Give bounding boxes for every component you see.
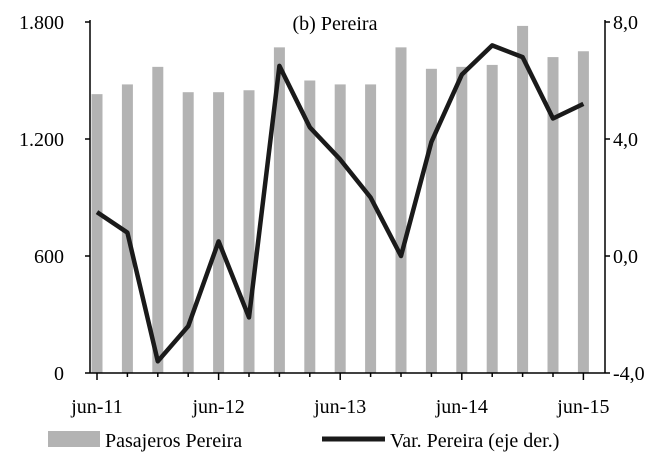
bar-sep-12 bbox=[243, 90, 255, 373]
x-axis-ticks: jun-11 jun-12 jun-13 jun-14 jun-15 bbox=[70, 373, 610, 418]
bar-jun-12 bbox=[213, 92, 225, 373]
bar-jun-14 bbox=[456, 66, 468, 373]
legend-swatch-bars bbox=[48, 431, 100, 447]
right-tick-label: -4,0 bbox=[613, 363, 645, 385]
left-axis-ticks: 0 600 1.200 1.800 bbox=[19, 12, 90, 385]
bar-jun-15 bbox=[577, 51, 589, 373]
axes bbox=[89, 20, 606, 374]
left-tick-label: 1.800 bbox=[19, 12, 64, 34]
x-tick-label: jun-14 bbox=[435, 396, 488, 418]
legend: Pasajeros Pereira Var. Pereira (eje der.… bbox=[48, 430, 559, 452]
right-tick-label: 0,0 bbox=[613, 246, 638, 268]
bar-dic-12 bbox=[273, 47, 285, 373]
left-tick-label: 600 bbox=[34, 246, 64, 268]
bar-dic-11 bbox=[152, 66, 164, 373]
line-series bbox=[95, 43, 585, 364]
x-tick-label: jun-15 bbox=[556, 396, 609, 418]
left-tick-label: 0 bbox=[54, 363, 64, 385]
bar-series bbox=[91, 25, 589, 374]
right-axis-ticks: -4,0 0,0 4,0 8,0 bbox=[605, 12, 645, 385]
right-tick-label: 4,0 bbox=[613, 129, 638, 151]
bar-jun-11 bbox=[91, 94, 103, 374]
left-tick-label: 1.200 bbox=[19, 129, 64, 151]
bar-mar-12 bbox=[182, 92, 194, 373]
bar-jun-13 bbox=[334, 84, 346, 374]
x-tick-label: jun-12 bbox=[191, 396, 244, 418]
x-tick-label: jun-13 bbox=[313, 396, 366, 418]
bar-dic-13 bbox=[395, 47, 407, 373]
legend-label-bars: Pasajeros Pereira bbox=[105, 430, 242, 452]
legend-label-line: Var. Pereira (eje der.) bbox=[390, 430, 559, 452]
bar-dic-14 bbox=[517, 25, 529, 374]
line-var-pereira bbox=[95, 43, 585, 364]
right-tick-label: 8,0 bbox=[613, 12, 638, 34]
bar-sep-11 bbox=[121, 84, 133, 374]
bar-sep-13 bbox=[365, 84, 377, 374]
bar-sep-14 bbox=[486, 64, 498, 374]
bar-mar-13 bbox=[304, 80, 316, 373]
bar-mar-15 bbox=[547, 57, 559, 373]
plot-area bbox=[89, 20, 606, 374]
x-tick-label: jun-11 bbox=[70, 396, 122, 418]
chart-title: (b) Pereira bbox=[293, 13, 378, 35]
bar-mar-14 bbox=[425, 68, 437, 374]
